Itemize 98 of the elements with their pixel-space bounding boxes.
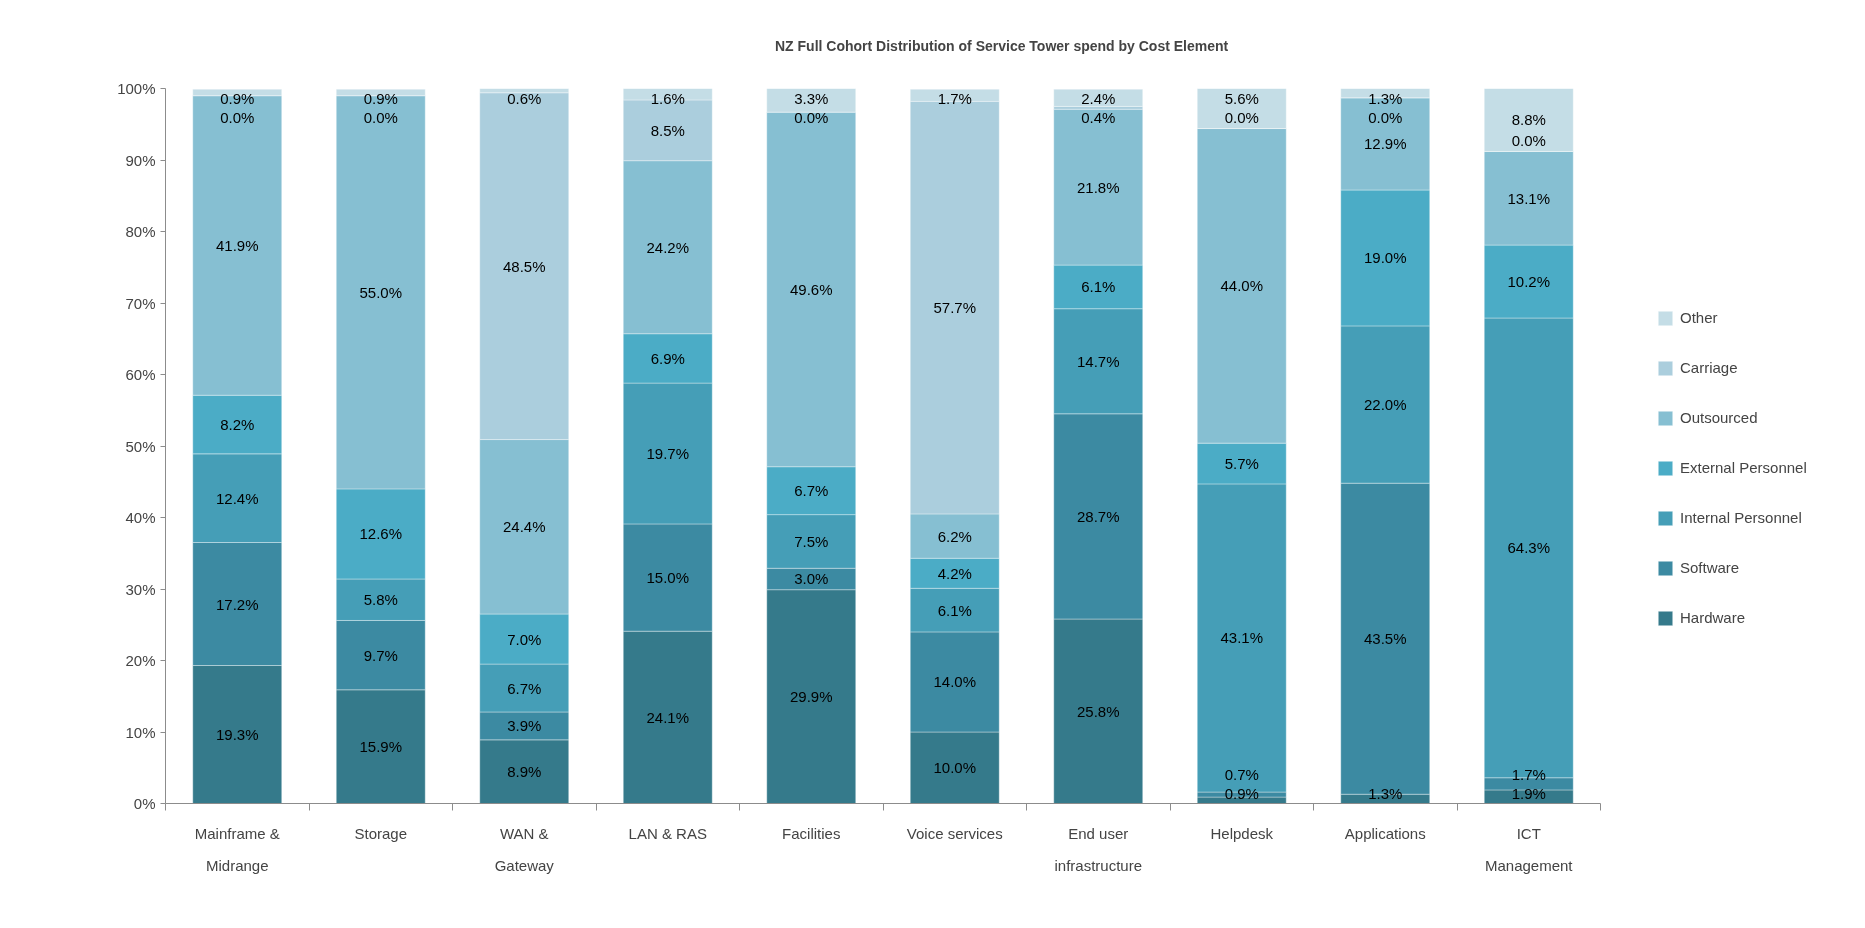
data-label: 0.0% <box>1368 108 1403 126</box>
legend-label: External Personnel <box>1680 458 1807 477</box>
data-label: 5.6% <box>1224 90 1259 108</box>
data-label: 49.6% <box>789 280 833 298</box>
data-label: 41.9% <box>215 236 259 254</box>
data-label: 13.1% <box>1507 189 1551 207</box>
data-label: 7.0% <box>507 630 542 648</box>
chart-title: NZ Full Cohort Distribution of Service Tower spend by Cost Element <box>775 37 1229 54</box>
data-label: 19.7% <box>646 445 690 463</box>
data-label: 64.3% <box>1507 539 1551 557</box>
legend-label: Carriage <box>1680 358 1738 377</box>
data-label: 0.4% <box>1081 108 1116 126</box>
data-label: 48.5% <box>502 257 546 275</box>
data-label: 12.9% <box>1363 135 1407 153</box>
data-label: 5.8% <box>363 591 398 609</box>
data-label: 12.6% <box>359 525 403 543</box>
y-tick-label: 100% <box>117 80 156 97</box>
y-tick-label: 80% <box>125 223 156 240</box>
data-label: 0.0% <box>794 108 829 126</box>
data-label: 9.7% <box>363 646 398 664</box>
x-tick-label: ICT Management <box>1484 824 1574 874</box>
y-tick-label: 70% <box>125 294 156 312</box>
y-tick-label: 10% <box>125 723 156 741</box>
x-tick-label: End user infrastructure <box>1054 824 1143 874</box>
data-label: 44.0% <box>1220 277 1264 295</box>
data-label: 0.6% <box>507 89 542 107</box>
data-label: 3.0% <box>794 570 829 588</box>
data-label: 0.0% <box>363 108 398 126</box>
y-tick-label: 50% <box>125 437 156 455</box>
data-label: 0.7% <box>1224 766 1259 784</box>
data-label: 3.3% <box>794 89 829 107</box>
data-label: 6.1% <box>1081 278 1116 296</box>
data-label: 17.2% <box>215 595 259 613</box>
data-label: 0.9% <box>220 89 255 107</box>
data-label: 24.1% <box>646 708 690 726</box>
data-label: 8.9% <box>507 763 542 781</box>
data-label: 22.0% <box>1363 396 1407 414</box>
data-label: 19.0% <box>1363 249 1407 267</box>
y-tick-label: 40% <box>125 509 156 526</box>
legend-label: Outsourced <box>1680 408 1758 427</box>
x-tick-label: Mainframe & Midrange <box>194 824 280 874</box>
x-tick-label: Applications <box>1344 824 1426 842</box>
data-label: 21.8% <box>1076 178 1120 196</box>
data-label: 4.2% <box>937 564 972 582</box>
x-tick-label: Helpdesk <box>1210 824 1274 842</box>
y-tick-label: 60% <box>125 366 156 383</box>
data-label: 15.0% <box>646 569 690 587</box>
y-tick-label: 30% <box>125 580 156 598</box>
x-tick-label: LAN & RAS <box>628 824 707 842</box>
data-label: 1.9% <box>1511 785 1546 803</box>
data-label: 1.3% <box>1368 89 1403 107</box>
data-label: 1.7% <box>1511 766 1546 784</box>
data-label: 8.2% <box>220 416 255 434</box>
data-label: 6.7% <box>794 482 829 500</box>
data-label: 55.0% <box>359 283 403 301</box>
data-label: 10.0% <box>933 759 977 777</box>
data-label: 6.1% <box>937 601 972 619</box>
data-label: 29.9% <box>789 688 833 706</box>
data-label: 24.2% <box>646 238 690 256</box>
y-tick-label: 20% <box>125 652 156 669</box>
data-label: 6.2% <box>937 527 972 545</box>
data-label: 6.9% <box>650 349 685 367</box>
data-label: 12.4% <box>215 489 259 507</box>
data-label: 0.9% <box>363 89 398 107</box>
data-label: 1.7% <box>937 89 972 107</box>
x-tick-label: Facilities <box>782 824 841 842</box>
legend-label: Software <box>1680 558 1740 577</box>
data-label: 8.5% <box>650 121 685 139</box>
x-tick-label: Voice services <box>906 824 1003 842</box>
data-label: 7.5% <box>794 532 829 550</box>
data-label: 19.3% <box>215 726 259 743</box>
data-label: 14.0% <box>933 673 977 691</box>
data-label: 5.7% <box>1224 455 1259 473</box>
x-tick-label: Storage <box>354 824 408 842</box>
data-label: 10.2% <box>1507 273 1551 291</box>
x-tick-label: WAN & Gateway <box>494 824 555 874</box>
data-label: 6.7% <box>507 679 542 697</box>
data-label: 24.4% <box>502 518 546 536</box>
data-label: 15.9% <box>359 738 403 756</box>
data-label: 0.0% <box>1224 109 1259 127</box>
data-label: 0.9% <box>1224 785 1259 803</box>
data-label: 0.0% <box>220 108 255 126</box>
legend-label: Other <box>1680 308 1718 327</box>
y-tick-label: 90% <box>125 151 156 169</box>
data-label: 1.6% <box>650 89 685 107</box>
data-label: 57.7% <box>933 299 977 317</box>
data-label: 8.8% <box>1511 111 1546 129</box>
data-label: 14.7% <box>1076 352 1120 370</box>
data-label: 43.1% <box>1220 629 1264 647</box>
data-label: 3.9% <box>507 717 542 735</box>
y-tick-label: 0% <box>133 795 156 812</box>
data-label: 2.4% <box>1081 89 1116 107</box>
data-label: 25.8% <box>1076 702 1120 720</box>
data-label: 43.5% <box>1363 630 1407 648</box>
data-label: 0.0% <box>1511 132 1546 150</box>
legend-label: Hardware <box>1680 608 1746 627</box>
legend-label: Internal Personnel <box>1680 508 1802 527</box>
data-label: 28.7% <box>1076 507 1120 525</box>
